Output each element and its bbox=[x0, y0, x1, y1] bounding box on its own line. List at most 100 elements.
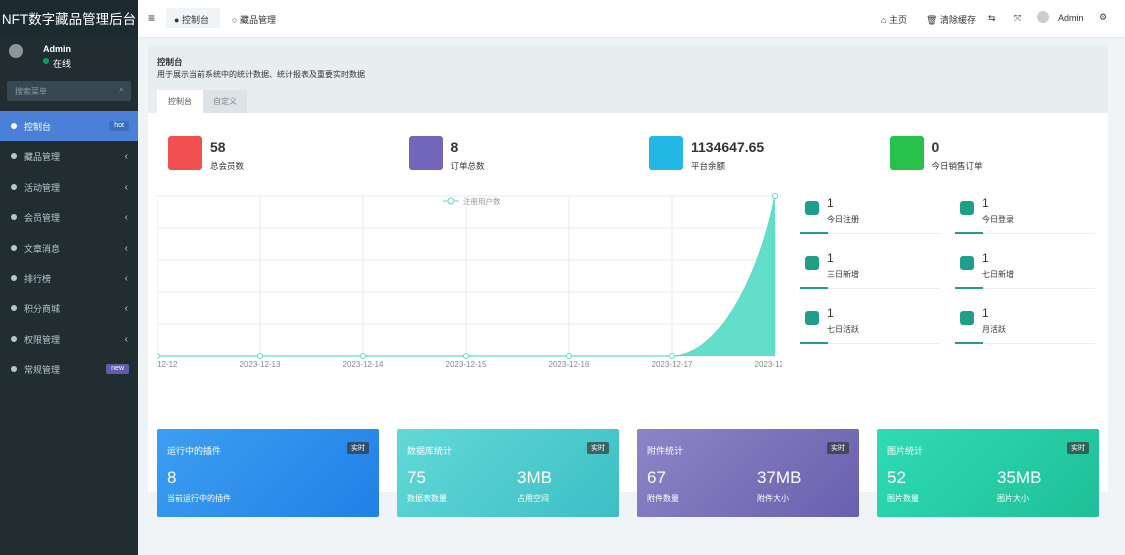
menu-item[interactable]: 控制台 hot bbox=[0, 111, 138, 141]
menu-label: 活动管理 bbox=[24, 182, 61, 193]
avatar bbox=[1037, 11, 1049, 23]
menu-label: 会员管理 bbox=[24, 213, 61, 224]
daily-icon bbox=[960, 256, 974, 270]
daily-icon bbox=[805, 256, 819, 270]
card: 附件统计 实时 67 附件数量 37MB 附件大小 bbox=[637, 429, 859, 517]
daily-icon bbox=[805, 201, 819, 215]
point bbox=[669, 353, 675, 359]
stat-label: 订单总数 bbox=[450, 161, 485, 171]
card-label: 数据表数量 bbox=[407, 494, 447, 503]
menu-arrow: ‹ bbox=[124, 303, 128, 315]
menu-label: 控制台 bbox=[24, 122, 52, 132]
user-status: 在线 bbox=[53, 59, 72, 69]
menu-item[interactable]: 藏品管理 ‹ bbox=[0, 141, 138, 171]
search-placeholder: 搜索菜单 bbox=[15, 87, 47, 96]
x-tick-label: 2023-12-17 bbox=[652, 360, 693, 369]
x-tick-label: 2023-12-14 bbox=[343, 360, 384, 369]
daily-label: 七日新增 bbox=[982, 270, 1014, 279]
x-tick-label: 2023-12-12 bbox=[157, 360, 178, 369]
daily-divider bbox=[955, 233, 1095, 234]
menu-toggle[interactable]: ≡ bbox=[148, 11, 156, 25]
logo[interactable]: NFT数字藏品管理后台 bbox=[0, 0, 138, 38]
menu-bullet bbox=[11, 123, 17, 129]
menu-arrow: ‹ bbox=[124, 151, 128, 163]
point bbox=[360, 353, 366, 359]
menu-item[interactable]: 会员管理 ‹ bbox=[0, 202, 138, 232]
card-value: 3MB bbox=[517, 468, 552, 487]
stat-value: 58 bbox=[210, 139, 226, 155]
chart: 2023-12-12 2023-12-13 2023-12-14 2023-12-15… bbox=[157, 193, 782, 369]
card-title: 图片统计 bbox=[887, 446, 924, 456]
x-tick-label: 2023-12-18 bbox=[755, 360, 782, 369]
menu-bullet bbox=[11, 214, 17, 221]
menu-bullet bbox=[11, 366, 17, 373]
point bbox=[772, 193, 778, 199]
menu-bullet bbox=[11, 275, 17, 281]
x-tick-label: 2023-12-15 bbox=[446, 360, 487, 369]
sidebar: NFT数字藏品管理后台 Admin 在线 搜索菜单 ⌕ 控制台 hot 藏品管理 ‹ 活… bbox=[0, 0, 138, 555]
search-icon: ⌕ bbox=[118, 84, 124, 94]
daily-accent bbox=[955, 342, 983, 344]
menu-badge: new bbox=[106, 364, 129, 375]
menu-item[interactable]: 活动管理 ‹ bbox=[0, 172, 138, 202]
card-label: 当前运行中的插件 bbox=[167, 494, 231, 503]
user-name: Admin bbox=[43, 44, 71, 54]
nav-link-label: 清除缓存 bbox=[939, 15, 976, 25]
menu-bullet bbox=[11, 244, 17, 251]
area bbox=[157, 196, 775, 356]
menu-item[interactable]: 文章消息 ‹ bbox=[0, 233, 138, 263]
stat-label: 总会员数 bbox=[210, 161, 245, 171]
point bbox=[257, 353, 263, 359]
card-label: 图片数量 bbox=[887, 494, 919, 503]
card-badge: 实时 bbox=[1067, 442, 1089, 454]
menu-arrow: ‹ bbox=[124, 242, 128, 254]
daily-value: 1 bbox=[982, 306, 989, 320]
daily-accent bbox=[955, 287, 983, 289]
panel: 控制台 用于展示当前系统中的统计数据、统计报表及重要实时数据 控制台 自定义 5… bbox=[148, 45, 1108, 517]
header-tab[interactable]: 自定义 bbox=[203, 90, 247, 113]
menu-bullet bbox=[11, 183, 17, 190]
daily-divider bbox=[955, 343, 1095, 344]
topbar-user[interactable]: Admin bbox=[1058, 13, 1084, 23]
daily-label: 今日登录 bbox=[982, 215, 1014, 224]
card-label: 附件数量 bbox=[647, 494, 679, 503]
menu-item[interactable]: 积分商城 ‹ bbox=[0, 293, 138, 323]
nav-link[interactable]: 🗑 清除缓存 bbox=[926, 15, 976, 25]
legend-label: 注册用户数 bbox=[463, 196, 501, 206]
menu-bullet bbox=[11, 335, 17, 342]
tab[interactable]: ● 控制台 bbox=[174, 15, 209, 25]
tab-label: 藏品管理 bbox=[239, 15, 276, 25]
x-tick-label: 2023-12-16 bbox=[549, 360, 590, 369]
daily-label: 七日活跃 bbox=[827, 325, 859, 334]
header-tab[interactable]: 控制台 bbox=[157, 90, 203, 113]
menu-item[interactable]: 权限管理 ‹ bbox=[0, 324, 138, 354]
avatar bbox=[9, 44, 23, 58]
icon-button[interactable]: ⤧ bbox=[1014, 13, 1022, 23]
search[interactable]: 搜索菜单 ⌕ bbox=[7, 81, 131, 101]
panel-header: 控制台 用于展示当前系统中的统计数据、统计报表及重要实时数据 控制台 自定义 bbox=[148, 45, 1108, 113]
menu-item[interactable]: 排行榜 ‹ bbox=[0, 263, 138, 293]
card-badge: 实时 bbox=[347, 442, 369, 454]
daily-icon bbox=[805, 311, 819, 325]
card-value: 52 bbox=[887, 468, 906, 487]
daily-accent bbox=[955, 232, 983, 234]
stat-icon bbox=[889, 136, 924, 170]
stat-icon bbox=[408, 136, 443, 170]
card: 运行中的插件 实时 8 当前运行中的插件 bbox=[157, 429, 379, 517]
topbar: ≡ ● 控制台 ○ 藏品管理 ⌂ 主页 🗑 清除缓存 ⇆ ⤧ Admin ⚙ bbox=[138, 0, 1125, 38]
header-title: 控制台 bbox=[157, 57, 183, 67]
menu-label: 常规管理 bbox=[24, 365, 61, 376]
icon-button[interactable]: ⇆ bbox=[988, 13, 996, 23]
settings-icon[interactable]: ⚙ bbox=[1099, 12, 1108, 22]
nav-link[interactable]: ⌂ 主页 bbox=[881, 15, 907, 25]
tab-label: 控制台 bbox=[181, 15, 209, 25]
menu-item[interactable]: 常规管理 new bbox=[0, 354, 138, 384]
daily-divider bbox=[800, 233, 940, 234]
daily-label: 月活跃 bbox=[982, 325, 1006, 334]
card-value: 8 bbox=[167, 468, 177, 487]
card: 图片统计 实时 52 图片数量 35MB 图片大小 bbox=[877, 429, 1099, 517]
card-value: 67 bbox=[647, 468, 666, 487]
daily-icon bbox=[960, 201, 974, 215]
tab[interactable]: ○ 藏品管理 bbox=[232, 15, 276, 25]
